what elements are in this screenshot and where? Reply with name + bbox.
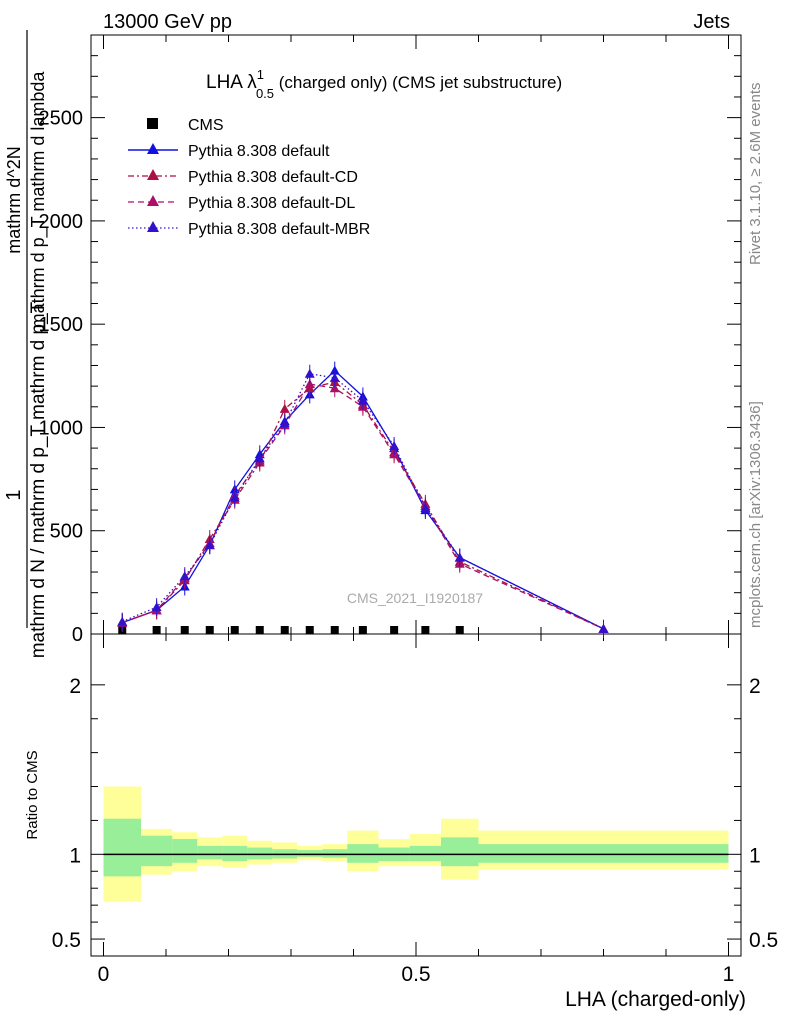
series-point: [279, 403, 290, 413]
ratio-green-band: [247, 847, 273, 860]
cms-data-point: [230, 626, 239, 634]
analysis-watermark: CMS_2021_I1920187: [347, 590, 483, 606]
ratio-green-band: [172, 839, 198, 863]
ratio-tick-label: 2: [69, 675, 81, 698]
title-sup: 1: [257, 67, 264, 82]
plot-title: LHA λ1 0.5 (charged only) (CMS jet substr…: [206, 67, 562, 101]
ratio-bands: [103, 786, 729, 902]
series-layer: [117, 361, 609, 638]
ratio-green-band: [141, 835, 173, 867]
cms-data-point: [280, 626, 289, 634]
y-axis-label: 1 mathrm d N / mathrm d p_T mathrm d p_T…: [3, 30, 49, 658]
legend-entry-cd: Pythia 8.308 default-CD: [128, 169, 358, 186]
legend-marker-triangle: [147, 169, 159, 180]
y-tick-label: 2000: [39, 211, 84, 233]
ylabel-denominator: mathrm d N / mathrm d p_T mathrm d p_T: [28, 301, 49, 658]
legend-label: CMS: [188, 117, 224, 134]
legend: CMS Pythia 8.308 default Pythia 8.308 de…: [128, 117, 370, 238]
ratio-green-band: [197, 845, 223, 860]
ratio-green-band: [441, 837, 479, 867]
legend-label: Pythia 8.308 default-DL: [188, 195, 355, 212]
header-right: Jets: [693, 11, 730, 33]
ratio-y-ticks: 0.5 0.5 1 1 2 2: [52, 675, 778, 952]
header-left: 13000 GeV pp: [103, 11, 232, 33]
cms-data-point: [305, 626, 314, 634]
ratio-tick-label-right: 1: [749, 844, 761, 867]
series-point: [204, 540, 215, 550]
legend-entry-cms: CMS: [147, 117, 224, 134]
series-point: [329, 372, 340, 382]
ylabel-numerator: 1: [3, 489, 25, 500]
mcplots-label: mcplots.cern.ch [arXiv:1306.3436]: [747, 401, 764, 628]
ratio-green-band: [222, 845, 248, 862]
legend-entry-dl: Pythia 8.308 default-DL: [128, 195, 355, 212]
legend-marker-triangle: [147, 221, 159, 232]
ratio-tick-label: 0.5: [52, 929, 81, 952]
series-point: [598, 623, 609, 633]
x-ticks: 0 0.5 1: [98, 35, 735, 986]
series-point: [389, 441, 400, 451]
cms-data-point: [205, 626, 214, 634]
title-main: LHA λ: [206, 72, 257, 93]
ratio-tick-label-right: 2: [749, 675, 761, 698]
cms-data-point: [358, 626, 367, 634]
legend-entry-mbr: Pythia 8.308 default-MBR: [128, 221, 370, 238]
y-tick-label: 2500: [39, 108, 84, 130]
svg-text:LHA λ10.5 (charged only) (CMS: LHA λ1 0.5 (charged only) (CMS jet substr…: [206, 67, 562, 101]
x-axis-label: LHA (charged-only): [565, 988, 746, 1011]
rivet-label: Rivet 3.1.10, ≥ 2.6M events: [747, 83, 764, 266]
series-line: [121, 373, 604, 630]
legend-label: Pythia 8.308 default: [188, 143, 330, 160]
legend-marker-triangle: [147, 195, 159, 206]
ratio-green-band: [347, 844, 379, 863]
title-sub: 0.5: [256, 86, 274, 101]
ratio-green-band: [322, 849, 348, 858]
cms-data-point: [180, 626, 189, 634]
cms-data-point: [152, 626, 161, 634]
ratio-tick-label-right: 0.5: [749, 929, 778, 952]
ratio-y-axis-label: Ratio to CMS: [24, 750, 41, 839]
series-point: [304, 379, 315, 389]
series-point: [279, 418, 290, 428]
series-point: [357, 395, 368, 405]
series-point: [420, 503, 431, 513]
legend-entry-default: Pythia 8.308 default: [128, 143, 330, 160]
ratio-green-band: [297, 850, 323, 857]
x-tick-label: 1: [723, 963, 735, 986]
series-point: [304, 368, 315, 378]
cms-data-point: [330, 626, 339, 634]
ratio-green-band: [409, 845, 441, 862]
cms-data-point: [255, 626, 264, 634]
main-y-ticks: 0 500 1000 1500 2000 2500: [39, 55, 741, 646]
y-tick-label: 500: [50, 521, 83, 543]
cms-data-point: [390, 626, 399, 634]
series-point: [179, 571, 190, 581]
series-point: [151, 602, 162, 612]
y-tick-label: 1500: [39, 314, 84, 336]
cms-data-point: [455, 626, 464, 634]
ratio-green-band: [478, 844, 729, 863]
ylabel-top-numerator: mathrm d^2N: [4, 146, 24, 253]
series-point: [329, 383, 340, 393]
series-point: [454, 552, 465, 562]
legend-label: Pythia 8.308 default-CD: [188, 169, 358, 186]
ratio-tick-label: 1: [69, 844, 81, 867]
series-point: [229, 492, 240, 502]
legend-marker-square: [147, 118, 158, 129]
legend-label: Pythia 8.308 default-MBR: [188, 221, 370, 238]
x-tick-label: 0: [98, 963, 110, 986]
y-tick-label: 1000: [39, 417, 84, 439]
ratio-plot-frame: [90, 633, 742, 957]
legend-marker-triangle: [147, 143, 159, 154]
x-tick-label: 0.5: [401, 963, 430, 986]
cms-data-point: [421, 626, 430, 634]
series-point: [117, 616, 128, 626]
ratio-green-band: [103, 818, 141, 877]
title-rest: (charged only) (CMS jet substructure): [274, 73, 562, 92]
y-tick-label: 0: [72, 624, 83, 646]
series-point: [254, 453, 265, 463]
ylabel-top-denominator: mathrm d p_T mathrm d lambda: [28, 71, 49, 329]
